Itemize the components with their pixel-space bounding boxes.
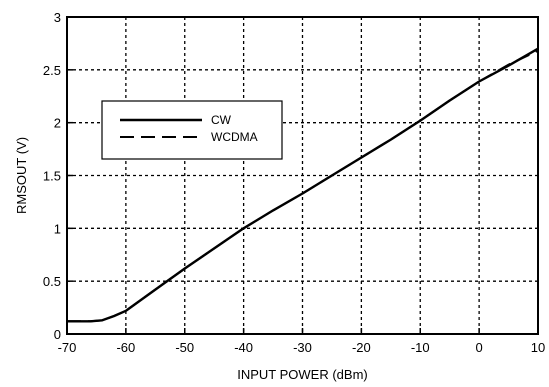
y-tick-label: 2.5	[43, 63, 61, 78]
legend-label-cw: CW	[211, 113, 232, 127]
y-tick-label: 2	[54, 116, 61, 131]
legend-label-wcdma: WCDMA	[211, 130, 258, 144]
grid	[67, 17, 538, 334]
x-axis-title: INPUT POWER (dBm)	[237, 367, 368, 382]
x-tick-label: 10	[531, 340, 545, 355]
y-tick-label: 0	[54, 327, 61, 342]
x-tick-label: -60	[116, 340, 135, 355]
y-tick-label: 3	[54, 10, 61, 25]
x-tick-label: -20	[352, 340, 371, 355]
x-tick-label: -10	[411, 340, 430, 355]
axis-ticks	[66, 16, 539, 335]
y-tick-label: 1	[54, 221, 61, 236]
series-line-wcdma	[67, 49, 539, 323]
x-tick-label: -50	[175, 340, 194, 355]
y-axis-title: RMSOUT (V)	[14, 137, 29, 214]
x-tick-labels: -70 -60 -50 -40 -30 -20 -10 0 10	[58, 340, 546, 355]
legend-box	[101, 100, 283, 160]
series-lines	[67, 47, 539, 323]
y-tick-labels: 0 0.5 1 1.5 2 2.5 3	[43, 10, 61, 342]
x-tick-label: -70	[58, 340, 77, 355]
y-tick-label: 0.5	[43, 274, 61, 289]
y-tick-label: 1.5	[43, 169, 61, 184]
x-tick-label: 0	[476, 340, 483, 355]
x-tick-label: -40	[234, 340, 253, 355]
x-tick-label: -30	[293, 340, 312, 355]
legend: CW WCDMA	[101, 100, 283, 160]
